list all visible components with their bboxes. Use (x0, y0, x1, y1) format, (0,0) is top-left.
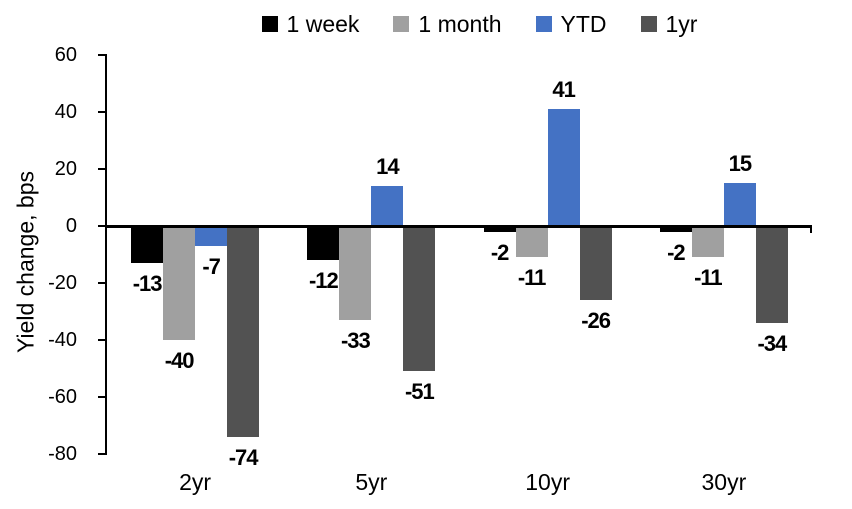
legend-item-1-month: 1 month (393, 11, 502, 37)
bar-1-week-30yr (659, 226, 692, 232)
bar-1yr-10yr (579, 226, 612, 301)
data-label-1-month-5yr: -33 (340, 328, 371, 354)
bar-ytd-30yr (723, 183, 756, 226)
data-label-1-week-5yr: -12 (308, 268, 339, 294)
bar-1yr-5yr (403, 226, 436, 372)
legend-label: 1yr (665, 11, 698, 37)
y-axis-tick (98, 339, 105, 341)
data-label-1yr-2yr: -74 (228, 444, 259, 470)
chart-legend: 1 week 1 month YTD 1yr (107, 11, 852, 37)
legend-swatch-ytd (535, 16, 552, 32)
y-tick-label-20: 20 (54, 158, 77, 180)
y-tick-label-0: 0 (65, 215, 77, 237)
bar-1yr-30yr (755, 226, 788, 323)
y-tick-label--80: -80 (48, 443, 77, 465)
y-axis-line (105, 54, 107, 455)
bar-1yr-2yr (227, 226, 260, 437)
y-axis-tick (98, 282, 105, 284)
data-label-1-week-2yr: -13 (132, 271, 163, 297)
legend-label: 1 week (286, 11, 360, 37)
bar-ytd-2yr (195, 226, 228, 246)
data-label-1-month-10yr: -11 (517, 265, 547, 291)
data-label-1yr-30yr: -34 (757, 330, 787, 356)
data-label-1-week-10yr: -2 (490, 239, 510, 265)
data-label-ytd-5yr: 14 (376, 154, 399, 180)
bar-1-week-2yr (131, 226, 164, 264)
data-label-1yr-5yr: -51 (404, 379, 435, 405)
bar-ytd-10yr (547, 109, 580, 226)
data-label-ytd-10yr: 41 (552, 77, 575, 103)
bar-1-month-5yr (339, 226, 372, 321)
legend-item-1-week: 1 week (261, 11, 360, 37)
y-axis-tick (98, 168, 105, 170)
y-axis-tick (98, 225, 105, 227)
x-category-label-30yr: 30yr (701, 469, 747, 495)
data-label-1-month-30yr: -11 (694, 265, 723, 291)
legend-swatch-1yr (640, 16, 657, 32)
data-label-1-week-30yr: -2 (667, 239, 686, 265)
bar-1-week-5yr (307, 226, 340, 261)
legend-swatch-1-month (393, 16, 410, 32)
data-label-ytd-30yr: 15 (728, 151, 752, 177)
bar-ytd-5yr (371, 186, 404, 226)
data-label-1yr-10yr: -26 (581, 308, 611, 334)
bar-1-month-2yr (163, 226, 196, 340)
x-category-label-2yr: 2yr (179, 469, 212, 495)
y-tick-label--20: -20 (48, 272, 77, 294)
x-category-label-5yr: 5yr (355, 469, 388, 495)
y-tick-label-60: 60 (54, 44, 77, 66)
legend-swatch-1-week (261, 16, 278, 32)
bar-1-month-10yr (515, 226, 548, 258)
y-axis-tick (98, 54, 105, 56)
y-axis-tick (98, 396, 105, 398)
y-tick-label--60: -60 (48, 386, 77, 408)
y-axis-tick (98, 111, 105, 113)
zero-baseline-end-tick (810, 225, 812, 233)
bar-1-week-10yr (483, 226, 516, 232)
x-category-label-10yr: 10yr (525, 469, 570, 495)
data-label-ytd-2yr: -7 (202, 253, 221, 279)
data-label-1-month-2yr: -40 (164, 348, 195, 373)
y-axis-title: Yield change, bps (12, 170, 39, 354)
plot-area: 60 40 20 0 -20 -40 -60 -80 -13 -12 -2 -2 -40 -33 -11 -1… (48, 45, 812, 495)
y-tick-label--40: -40 (48, 329, 77, 351)
legend-item-1yr: 1yr (640, 11, 698, 37)
y-axis-tick (98, 453, 105, 455)
legend-label: YTD (560, 11, 607, 37)
legend-label: 1 month (418, 11, 502, 37)
bar-1-month-30yr (691, 226, 724, 258)
y-tick-label-40: 40 (54, 101, 77, 123)
zero-baseline (107, 225, 812, 228)
legend-item-ytd: YTD (535, 11, 607, 37)
